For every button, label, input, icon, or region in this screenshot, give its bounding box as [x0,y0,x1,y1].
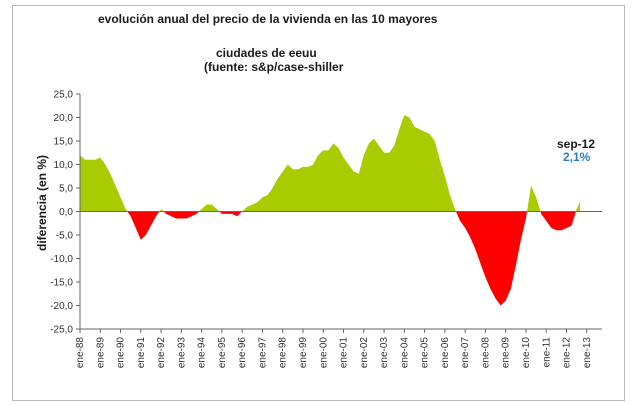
positive-area [575,201,581,212]
x-tick-label: ene-09 [501,337,512,369]
positive-area [159,209,164,212]
y-tick-label: -25,0 [50,325,73,336]
x-tick-label: ene-91 [136,337,147,369]
x-tick-label: ene-92 [156,337,167,369]
x-tick-label: ene-93 [176,337,187,369]
y-tick-label: 20,0 [54,113,74,124]
y-tick-label: -20,0 [50,301,73,312]
annotation-value: 2,1% [563,150,591,164]
y-tick-label: -5,0 [56,231,74,242]
y-tick-label: -10,0 [50,254,73,265]
chart-title: evolución anual del precio de la viviend… [98,12,438,26]
area-layer [80,115,581,306]
x-tick-label: ene-06 [440,337,451,369]
axis-layer [76,93,602,333]
x-tick-label: ene-97 [257,337,268,369]
y-tick-labels: 25,0 20,0 15,0 10,0 5,0 0,0 -5,0 -10,0 -15,0 -20,… [50,90,73,336]
negative-area [219,211,243,217]
annotation-label: sep-12 [557,137,596,151]
x-tick-label: ene-10 [521,337,532,369]
y-tick-label: 5,0 [59,184,73,195]
positive-area [199,204,220,212]
x-tick-label: ene-03 [379,337,390,369]
negative-area [163,211,200,219]
x-tick-label: ene-01 [339,337,350,369]
x-tick-label: ene-05 [420,337,431,369]
x-tick-label: ene-07 [460,337,471,369]
y-tick-label: 25,0 [54,90,74,101]
x-tick-label: ene-04 [399,337,410,369]
negative-area [127,211,160,240]
y-tick-label: 10,0 [54,160,74,171]
x-tick-label: ene-94 [197,337,208,369]
x-tick-label: ene-08 [480,337,491,369]
chart-subtitle-line-2: (fuente: s&p/case-shiller [204,60,344,74]
positive-area [80,155,128,212]
positive-area [242,115,457,212]
chart-subtitle-line-1: ciudades de eeuu [216,46,317,60]
x-tick-label: ene-88 [75,337,86,369]
x-tick-label: ene-02 [359,337,370,369]
y-tick-label: 0,0 [59,207,73,218]
negative-area [456,211,528,306]
negative-area [540,211,576,231]
x-tick-label: ene-12 [562,337,573,369]
x-tick-label: ene-98 [278,337,289,369]
x-tick-label: ene-90 [116,337,127,369]
y-tick-label: 15,0 [54,137,74,148]
x-tick-label: ene-13 [582,337,593,369]
positive-area [527,185,541,212]
y-tick-label: -15,0 [50,278,73,289]
x-tick-label: ene-89 [95,337,106,369]
x-tick-labels: ene-88 ene-89 ene-90 ene-91 ene-92 ene-93 ene-… [75,337,593,369]
x-tick-label: ene-00 [318,337,329,369]
x-tick-label: ene-11 [541,337,552,368]
x-tick-label: ene-99 [298,337,309,369]
x-tick-label: ene-96 [237,337,248,369]
x-tick-label: ene-95 [217,337,228,369]
